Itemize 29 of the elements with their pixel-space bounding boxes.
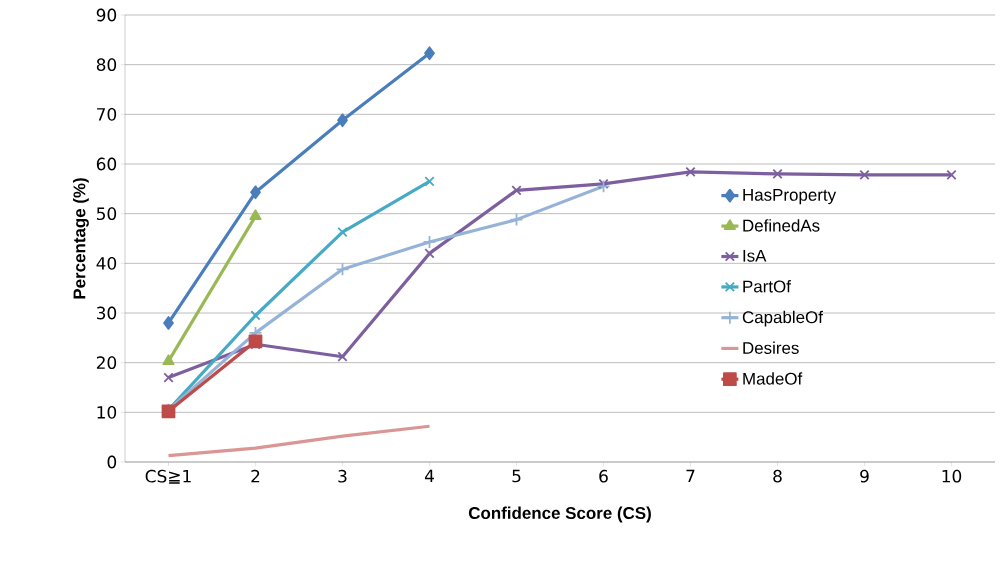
x-tick-label: 7	[686, 469, 695, 483]
legend-label: HasProperty	[743, 189, 837, 205]
x-tick-label: CS≧1	[145, 469, 191, 484]
y-tick-label: 10	[97, 405, 117, 419]
legend-label: IsA	[743, 249, 767, 262]
y-tick-label: 20	[96, 356, 117, 370]
y-tick-label: 40	[96, 256, 117, 270]
y-tick-label: 60	[96, 157, 117, 171]
y-tick-label: 90	[96, 8, 117, 22]
x-tick-label: 5	[512, 469, 521, 483]
legend-label: Desires	[743, 341, 799, 354]
y-tick-label: 70	[97, 107, 117, 121]
x-tick-label: 3	[338, 469, 347, 483]
legend-label: MadeOf	[743, 372, 803, 385]
x-tick-label: 2	[251, 469, 260, 483]
y-axis-title: Percentage (%)	[72, 178, 89, 299]
y-tick-label: 0	[107, 455, 117, 469]
x-axis-title: Confidence Score (CS)	[468, 506, 651, 523]
x-tick-label: 4	[424, 469, 434, 483]
legend-label: PartOf	[743, 280, 791, 293]
y-tick-label: 50	[96, 207, 117, 221]
y-tick-label: 80	[96, 58, 117, 72]
legend-label: DefinedAs	[743, 219, 820, 232]
x-tick-label: 6	[599, 469, 608, 483]
legend-label: CapableOf	[742, 310, 823, 327]
x-tick-label: 8	[773, 469, 782, 483]
x-tick-label: 9	[860, 469, 869, 483]
y-tick-label: 30	[96, 306, 117, 320]
x-tick-label: 10	[942, 469, 962, 483]
